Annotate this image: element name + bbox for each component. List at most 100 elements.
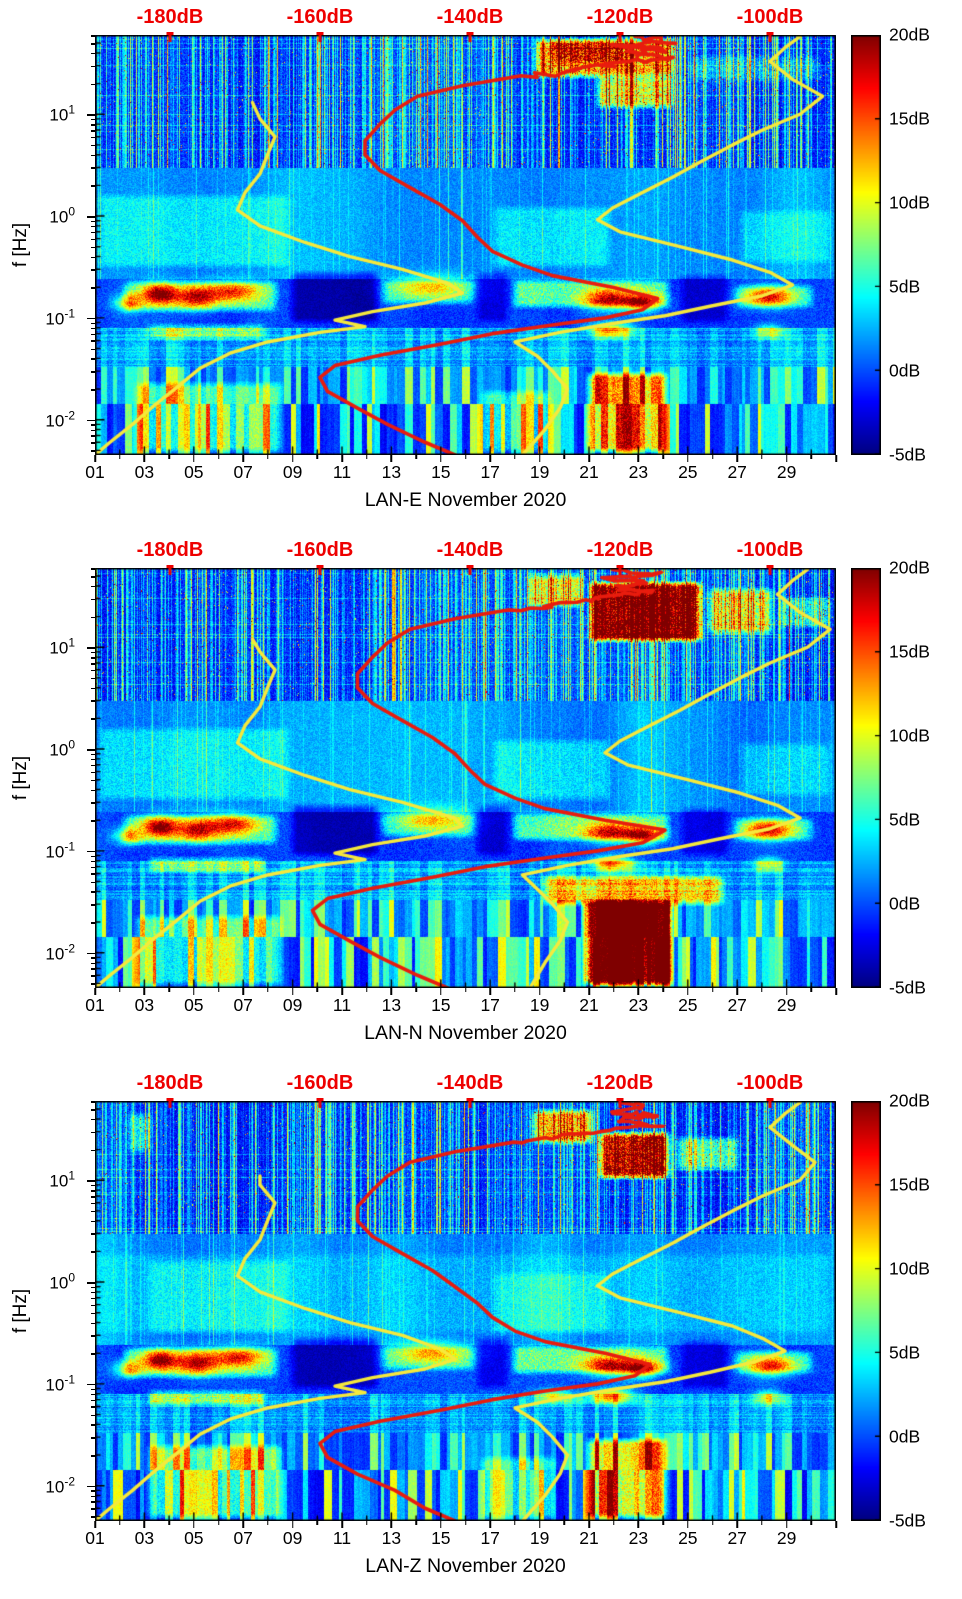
x-axis-tick-mark — [810, 1521, 813, 1525]
y-axis-tick-mark — [91, 340, 95, 342]
x-axis-tick-mark — [662, 1521, 664, 1525]
y-axis-tick-mark — [91, 1455, 95, 1457]
x-axis-tick-mark — [588, 988, 590, 995]
x-axis-ticks: 01 03 05 07 09 11 13 15 17 19 21 23 25 27 29 — [85, 1521, 837, 1553]
y-axis-tick-mark — [87, 749, 95, 751]
y-axis-tick-mark — [91, 269, 95, 271]
x-axis-tick-mark — [514, 1521, 516, 1525]
y-axis-tick-mark — [91, 154, 95, 157]
y-axis-tick-mark — [91, 1406, 95, 1408]
y-axis-tick-mark — [91, 65, 95, 68]
y-axis-tick-mark — [91, 568, 95, 570]
colorbar-tick-labels: 20dB 15dB 10dB 5dB 0dB -5dB — [889, 1091, 961, 1531]
y-axis-tick-mark — [87, 317, 95, 320]
y-axis-tick-mark — [91, 348, 95, 351]
y-axis-tick-mark — [91, 789, 95, 792]
x-tick-label: 09 — [282, 462, 303, 482]
y-axis-tick-mark — [87, 850, 95, 853]
y-axis-tick-mark — [91, 860, 95, 863]
y-axis-tick-mark — [91, 1118, 95, 1121]
x-tick-label: 23 — [628, 462, 649, 482]
x-tick-label: 19 — [529, 1528, 550, 1548]
y-axis-tick-mark — [91, 585, 95, 588]
x-axis-tick-mark — [736, 1521, 738, 1528]
y-tick-base: 10 — [45, 309, 65, 329]
y-axis-tick-mark — [87, 419, 95, 422]
x-axis-tick-mark — [835, 1521, 837, 1528]
x-axis-tick-mark — [810, 988, 813, 992]
x-axis-tick-mark — [588, 1521, 590, 1528]
y-axis-tick-mark — [91, 220, 95, 223]
x-axis-tick-mark — [217, 1521, 220, 1525]
x-axis-tick-mark — [687, 455, 689, 462]
y-axis-tick-mark — [91, 616, 95, 619]
x-tick-label: 13 — [381, 995, 402, 1015]
y-axis-tick-mark — [91, 677, 95, 680]
colorbar — [851, 35, 881, 455]
y-axis-tick-mark — [91, 322, 95, 325]
x-axis-tick-mark — [94, 988, 96, 995]
y-tick-label: 101 — [49, 1169, 75, 1192]
y-tick-base: 10 — [45, 842, 65, 862]
top-db-axis-label: -120dB — [586, 6, 654, 28]
y-axis-tick-mark — [91, 802, 95, 804]
top-db-axis-label: -100dB — [736, 1072, 804, 1094]
colorbar-tick-label: 10dB — [889, 725, 930, 746]
y-axis-tick-mark — [91, 1251, 95, 1253]
x-axis-tick-mark — [538, 988, 541, 995]
y-axis-tick-mark — [91, 1196, 95, 1198]
y-axis-tick-mark — [91, 1322, 95, 1325]
colorbar-tick-label: 10dB — [889, 192, 930, 213]
y-tick-base: 10 — [45, 944, 65, 964]
y-axis-ticks: 101 100 10-1 10-2 — [0, 568, 95, 988]
spectrogram-heatmap — [95, 35, 836, 455]
colorbar-tick-label: 5dB — [889, 1342, 921, 1363]
x-axis-tick-mark — [464, 988, 467, 992]
colorbar — [851, 1101, 881, 1521]
spectrogram-heatmap — [95, 568, 836, 988]
y-tick-label: 10-2 — [45, 941, 75, 964]
y-axis-tick-mark — [91, 424, 95, 426]
y-axis-tick-mark — [91, 922, 95, 924]
x-tick-label: 15 — [431, 462, 451, 482]
spectrogram-panel: -180dB -160dB -140dB -120dB -100dB f [Hz] 10… — [0, 0, 962, 533]
x-axis-tick-mark — [415, 988, 417, 992]
y-axis-tick-mark — [91, 1501, 95, 1503]
x-axis-tick-mark — [143, 988, 146, 995]
x-axis-tick-mark — [316, 455, 319, 459]
x-axis-tick-mark — [736, 455, 738, 462]
y-axis-tick-mark — [91, 167, 95, 169]
x-axis-tick-mark — [341, 1521, 343, 1528]
y-tick-label: 100 — [49, 1271, 75, 1294]
x-tick-label: 03 — [134, 462, 155, 482]
x-axis-tick-mark — [168, 455, 170, 459]
x-axis-tick-mark — [267, 988, 269, 992]
y-axis-tick-mark — [91, 1335, 95, 1337]
y-axis-tick-mark — [91, 1291, 95, 1294]
y-axis-tick-mark — [91, 52, 95, 55]
y-axis-tick-mark — [87, 952, 95, 955]
y-tick-label: 100 — [49, 205, 75, 228]
y-axis-ticks: 101 100 10-1 10-2 — [0, 35, 95, 455]
y-axis-tick-mark — [91, 450, 95, 452]
y-tick-label: 10-2 — [45, 408, 75, 431]
y-axis-tick-mark — [91, 576, 95, 578]
y-tick-base: 10 — [49, 638, 69, 658]
y-axis-tick-mark — [91, 185, 95, 187]
y-axis-tick-mark — [91, 669, 95, 672]
y-axis-tick-mark — [87, 1383, 95, 1386]
y-axis-tick-mark — [87, 1180, 95, 1182]
x-axis-tick-mark — [390, 988, 393, 995]
y-axis-tick-mark — [91, 904, 95, 906]
x-axis-ticks: 01 03 05 07 09 11 13 15 17 19 21 23 25 27 29 — [85, 988, 837, 1020]
y-axis-tick-mark — [91, 83, 95, 86]
colorbar-tick-labels: 20dB 15dB 10dB 5dB 0dB -5dB — [889, 558, 961, 998]
x-axis-tick-mark — [785, 455, 788, 462]
y-tick-label: 100 — [49, 738, 75, 761]
y-axis-tick-mark — [91, 1297, 95, 1300]
y-axis-tick-mark — [87, 647, 95, 649]
y-axis-tick-mark — [91, 700, 95, 702]
x-tick-label: 13 — [381, 462, 402, 482]
y-axis-tick-mark — [91, 1233, 95, 1235]
y-axis-tick-mark — [87, 1282, 95, 1284]
